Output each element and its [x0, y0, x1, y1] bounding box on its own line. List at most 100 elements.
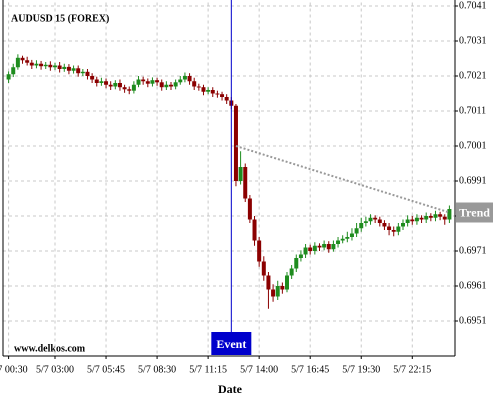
candle-body — [215, 93, 220, 95]
candle-body — [243, 167, 248, 199]
candle-body — [312, 245, 317, 251]
candle-body — [150, 80, 155, 84]
candle-body — [192, 81, 197, 87]
candle-body — [233, 105, 238, 181]
candle-body — [187, 76, 192, 82]
candle-body — [405, 219, 410, 223]
candle-body — [447, 209, 452, 220]
candle-body — [438, 214, 443, 217]
candle-body — [308, 247, 313, 251]
candle-body — [62, 66, 67, 69]
x-tick-label: 5/7 11:15 — [189, 364, 227, 375]
candle-body — [289, 268, 294, 276]
candle-body — [85, 71, 90, 76]
candle-body — [326, 244, 331, 250]
candle-body — [261, 261, 266, 276]
candle-body — [373, 217, 378, 220]
candle-body — [410, 219, 415, 222]
y-tick-label: 0.7011 — [459, 105, 486, 116]
candle-body — [57, 65, 62, 69]
candle-body — [396, 226, 401, 232]
candle-body — [6, 74, 11, 80]
candle-body — [201, 87, 206, 92]
candle-body — [363, 221, 368, 223]
candle-body — [210, 90, 215, 94]
y-tick-label: 0.7031 — [459, 35, 487, 46]
candle-body — [206, 90, 211, 92]
candle-body — [298, 254, 303, 258]
watermark: www.delkos.com — [14, 343, 86, 354]
candle-body — [331, 244, 336, 250]
candle-body — [182, 76, 187, 80]
candle-body — [117, 83, 122, 88]
candle-body — [336, 240, 341, 244]
candle-body — [359, 223, 364, 229]
y-tick-label: 0.7021 — [459, 70, 487, 81]
candle-body — [257, 240, 262, 262]
candle-body — [39, 63, 44, 67]
candle-body — [224, 97, 229, 101]
candle-body — [169, 84, 173, 87]
candle-body — [275, 286, 280, 297]
candle-body — [442, 216, 447, 220]
candle-body — [247, 198, 252, 220]
candle-body — [349, 233, 354, 237]
trend-label: Trend — [459, 205, 490, 219]
x-axis-title: Date — [218, 382, 243, 396]
candle-body — [113, 83, 118, 87]
candle-body — [136, 79, 141, 85]
candle-body — [401, 223, 405, 227]
candle-body — [391, 230, 396, 232]
candle-body — [252, 219, 257, 241]
x-tick-label: 5/7 03:00 — [36, 364, 74, 375]
candle-body — [428, 216, 433, 218]
candle-body — [368, 217, 373, 222]
trend-line — [235, 145, 450, 214]
candle-body — [424, 216, 429, 220]
candle-body — [29, 62, 34, 66]
candle-body — [164, 84, 169, 88]
candle-body — [71, 68, 76, 71]
x-tick-label: 5/7 08:30 — [138, 364, 176, 375]
x-tick-label: 5/7 14:00 — [240, 364, 278, 375]
candle-body — [178, 79, 183, 83]
candle-body — [173, 82, 178, 87]
event-label-box — [211, 332, 252, 355]
candle-body — [238, 167, 243, 181]
candle-body — [104, 81, 109, 85]
candle-body — [108, 84, 113, 87]
y-tick-label: 0.7001 — [459, 140, 487, 151]
x-tick-label: 5/7 00:30 — [0, 364, 28, 375]
candle-body — [159, 82, 164, 88]
candle-body — [20, 57, 25, 61]
chart-title: AUDUSD 15 (FOREX) — [11, 13, 109, 24]
candle-body — [155, 80, 160, 83]
candle-body — [317, 245, 322, 248]
candle-body — [122, 87, 127, 90]
y-tick-label: 0.6991 — [459, 175, 487, 186]
candle-body — [25, 60, 30, 63]
candle-body — [145, 81, 150, 84]
x-tick-label: 5/7 22:15 — [393, 364, 431, 375]
candle-body — [90, 76, 95, 80]
candle-body — [127, 89, 132, 91]
trend-label-box — [456, 202, 493, 223]
candle-body — [419, 217, 424, 220]
candle-body — [414, 217, 419, 222]
candle-body — [99, 81, 104, 83]
candle-body — [354, 228, 359, 234]
candle-body — [220, 94, 225, 97]
candle-body — [15, 57, 20, 68]
candle-body — [94, 79, 99, 83]
candle-body — [266, 275, 271, 290]
x-tick-label: 5/7 05:45 — [87, 364, 125, 375]
candle-body — [141, 79, 146, 82]
candle-body — [76, 68, 81, 74]
candle-body — [280, 286, 285, 290]
candle-body — [43, 64, 48, 67]
event-label: Event — [216, 337, 246, 351]
candle-body — [387, 226, 392, 230]
y-tick-label: 0.7041 — [459, 0, 487, 11]
candle-body — [271, 289, 276, 297]
candle-body — [34, 63, 39, 66]
